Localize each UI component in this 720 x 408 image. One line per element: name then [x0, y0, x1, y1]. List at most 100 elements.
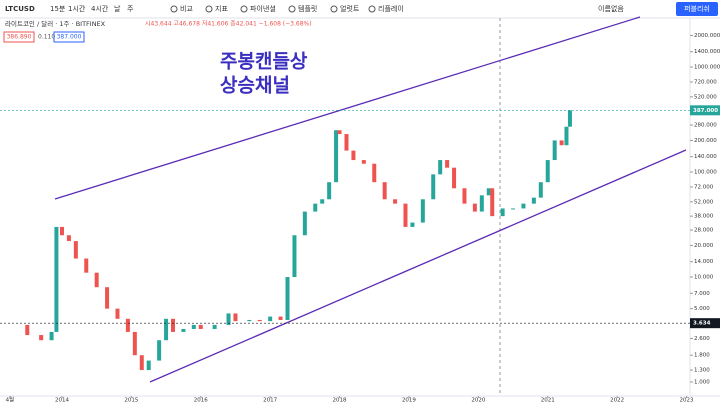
candle — [351, 150, 356, 161]
candle — [292, 235, 297, 278]
candle — [59, 226, 64, 236]
candle — [146, 360, 151, 371]
button[interactable]: 비교 — [180, 4, 193, 13]
candle — [302, 211, 307, 236]
y-tick-label: 200.000 — [694, 138, 717, 144]
candle — [278, 316, 283, 320]
candle — [431, 174, 436, 200]
candle — [25, 324, 30, 336]
candle — [233, 313, 238, 322]
candle — [268, 316, 273, 322]
candle — [66, 235, 71, 242]
channel-lower — [149, 149, 687, 383]
publish-label[interactable]: 퍼블리쉬 — [684, 4, 710, 13]
candle — [486, 188, 491, 196]
candle — [479, 195, 484, 212]
candle — [538, 182, 543, 198]
interval[interactable]: 주 — [127, 5, 134, 13]
candle — [313, 203, 318, 212]
publish-button[interactable] — [676, 2, 718, 16]
interval[interactable]: 4시간 — [91, 4, 109, 13]
candle — [94, 272, 99, 288]
candle — [181, 328, 186, 332]
y-tick-label: 100.000 — [694, 170, 717, 176]
y-tick-label: 14.000 — [694, 259, 714, 265]
y-tick-label: 5.000 — [694, 306, 710, 312]
y-tick-label: 1.300 — [694, 368, 710, 374]
candle — [139, 355, 144, 371]
button-icon — [330, 5, 338, 13]
channel-upper — [54, 16, 641, 200]
candle — [445, 160, 450, 168]
candle — [511, 208, 516, 210]
candle — [420, 199, 425, 223]
candle — [73, 241, 78, 259]
candle — [559, 140, 564, 146]
candle — [500, 208, 505, 217]
candle — [49, 331, 54, 341]
y-tick-label: 1.000 — [694, 380, 710, 386]
button[interactable]: 파이낸셜 — [250, 4, 276, 13]
x-tick-label: 2018 — [333, 398, 347, 404]
candle — [198, 324, 203, 329]
y-tick-label: 38.000 — [694, 214, 714, 220]
candle — [327, 182, 332, 200]
interval[interactable]: 15분 — [50, 5, 66, 13]
x-tick-label: 2019 — [402, 398, 416, 404]
price-label: 3.634 — [693, 321, 711, 327]
x-tick-label: 2022 — [610, 398, 624, 404]
candle — [105, 287, 110, 309]
symbol[interactable]: LTCUSD — [5, 5, 35, 13]
interval[interactable]: 날 — [114, 4, 121, 13]
annotation: 주봉캔들상 — [220, 51, 308, 73]
y-tick-label: 280.000 — [694, 123, 717, 129]
button-icon — [368, 5, 376, 13]
candle — [472, 203, 477, 212]
bid: 386.890 — [7, 34, 32, 41]
y-tick-label: 2000.000 — [694, 33, 720, 39]
button-icon — [240, 5, 248, 13]
candle — [84, 258, 89, 273]
price-label-box — [690, 105, 720, 116]
ask: 387.000 — [57, 34, 82, 41]
y-tick-label: 1000.000 — [694, 65, 720, 71]
spread: 0.110 — [38, 34, 55, 41]
y-tick-label: 140.000 — [694, 154, 717, 160]
candle — [115, 308, 120, 319]
candle — [462, 188, 467, 204]
interval[interactable]: 1시간 — [68, 4, 86, 13]
candle — [490, 188, 495, 217]
x-tick-label: 2017 — [263, 398, 277, 404]
legend-name: 라이트코인 / 달러 · 1주 · BITFINEX — [5, 19, 106, 28]
candle — [552, 140, 557, 161]
candle — [54, 226, 59, 332]
x-tick-label: 2021 — [541, 398, 555, 404]
candle — [452, 167, 457, 189]
candle — [191, 324, 196, 329]
candle — [212, 324, 217, 329]
y-tick-label: 52.000 — [694, 199, 714, 205]
candle — [344, 134, 349, 151]
candle — [257, 319, 262, 322]
candle — [125, 318, 130, 332]
candle — [403, 203, 408, 227]
candle — [567, 110, 572, 127]
candle — [171, 318, 176, 332]
y-tick-label: 720.000 — [694, 80, 717, 86]
y-tick-label: 10.000 — [694, 275, 714, 281]
button[interactable]: 지표 — [215, 4, 228, 13]
y-tick-label: 28.000 — [694, 228, 714, 234]
candle — [438, 160, 443, 175]
y-tick-label: 20.000 — [694, 243, 714, 249]
button-icon — [170, 5, 178, 13]
button[interactable]: 얼럿트 — [340, 4, 360, 13]
button[interactable]: 리플레이 — [378, 4, 404, 13]
candle — [545, 160, 550, 183]
button[interactable]: 템플릿 — [298, 5, 317, 13]
intervals: 15분 1시간 4시간 날 주 — [50, 4, 134, 13]
button-icon — [205, 5, 213, 13]
y-tick-label: 520.000 — [694, 94, 717, 100]
layout-name[interactable]: 이름없음 — [598, 4, 624, 13]
